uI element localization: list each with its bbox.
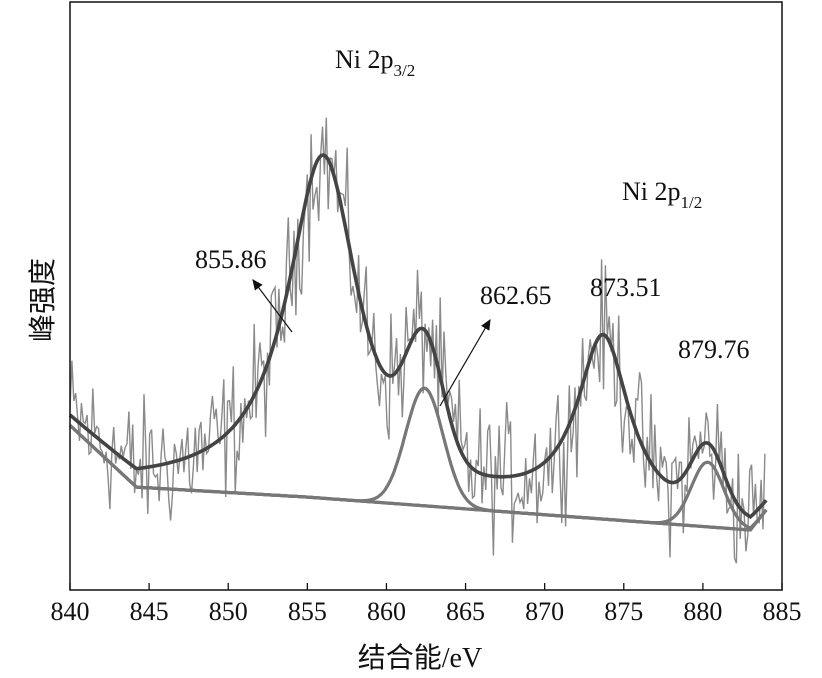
plot-frame: [69, 1, 783, 591]
arrow-855-86: [252, 279, 293, 333]
x-tick-label: 845: [130, 597, 169, 626]
y-axis-label: 峰强度: [27, 258, 59, 342]
x-tick-label: 840: [51, 597, 90, 626]
x-tick-label: 865: [446, 597, 485, 626]
peak-label-2p3-2: Ni 2p3/2: [335, 45, 415, 80]
arrow-862-65: [439, 318, 491, 407]
annotation-879-76: 879.76: [678, 335, 750, 364]
raw-spectrum-line: [69, 117, 766, 564]
x-tick-label: 875: [604, 597, 643, 626]
annotation-862-65: 862.65: [480, 281, 552, 310]
peak-label-2p1-2: Ni 2p1/2: [622, 177, 702, 212]
component-peak-line: [68, 424, 768, 531]
x-tick-label: 860: [367, 597, 406, 626]
envelope-fit-line: [68, 153, 768, 520]
x-tick-label: 870: [525, 597, 564, 626]
x-tick-label: 850: [209, 597, 248, 626]
annotation-855-86: 855.86: [195, 245, 267, 274]
x-tick-label: 880: [683, 597, 722, 626]
annotation-873-51: 873.51: [590, 273, 662, 302]
x-tick-label: 855: [288, 597, 327, 626]
x-axis-label: 结合能/eV: [358, 642, 482, 674]
x-tick-label: 885: [763, 597, 802, 626]
